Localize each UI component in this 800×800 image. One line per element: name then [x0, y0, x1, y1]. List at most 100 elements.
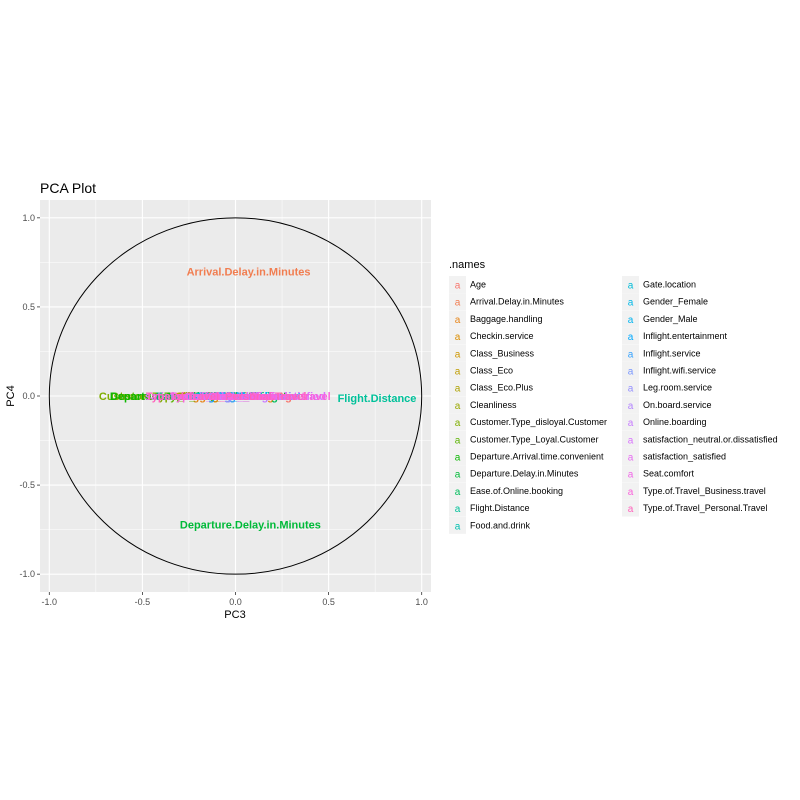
legend-key-bg: [622, 362, 639, 379]
point-label: Checkin.service: [175, 391, 259, 403]
point-label: Inflight.service: [210, 391, 288, 403]
legend-label: Gender_Male: [643, 314, 698, 324]
y-tick-label: 0.0: [22, 391, 35, 401]
legend-key-bg: [622, 310, 639, 328]
point-label: Type.of.Travel_Business.travel: [170, 391, 331, 403]
point-label: Gender_Female: [194, 391, 277, 403]
legend-key-bg: [449, 379, 466, 397]
point-label: Flight.Distance: [338, 393, 417, 405]
chart-title: PCA Plot: [40, 180, 96, 196]
legend-label: Inflight.entertainment: [643, 331, 728, 341]
point-label: Seat.comfort: [207, 391, 275, 403]
legend-label: Gender_Female: [643, 297, 708, 307]
point-label: Gate.location: [188, 391, 258, 403]
legend-key-bg: [449, 293, 466, 311]
legend-key-bg: [449, 465, 466, 483]
x-tick-label: 0.0: [229, 597, 242, 607]
legend-label: Class_Business: [470, 348, 535, 358]
legend-key-glyph: a: [628, 470, 634, 481]
legend-key-glyph: a: [628, 453, 634, 464]
y-tick-label: -0.5: [19, 480, 35, 490]
legend-key-bg: [622, 448, 639, 465]
legend-key-glyph: a: [455, 504, 461, 515]
legend-label: On.board.service: [643, 400, 712, 410]
point-label: satisfaction_satisfied: [176, 391, 288, 403]
legend-key-glyph: a: [628, 315, 634, 326]
point-label: Ease.of.Online.booking: [156, 391, 278, 403]
point-label: Online.boarding: [184, 391, 268, 403]
legend-key-bg: [622, 379, 639, 397]
legend-key-bg: [449, 396, 466, 414]
point-label: Inflight.wifi.service: [205, 391, 304, 403]
legend-key-glyph: a: [455, 315, 461, 326]
point-label: Baggage.handling: [179, 391, 274, 403]
legend-key-bg: [449, 413, 466, 431]
legend-label: Customer.Type_disloyal.Customer: [470, 417, 607, 427]
point-label: Class_Eco: [185, 391, 241, 403]
legend-key-bg: [449, 516, 466, 534]
legend-key-glyph: a: [628, 384, 634, 395]
legend-key-glyph: a: [455, 418, 461, 429]
legend-key-glyph: a: [628, 298, 634, 309]
point-label: Arrival.Delay.in.Minutes: [187, 266, 311, 278]
legend-key-glyph: a: [628, 418, 634, 429]
legend-key-bg: [622, 276, 639, 293]
legend-label: satisfaction_satisfied: [643, 452, 726, 462]
legend-key-bg: [622, 293, 639, 311]
legend-key-glyph: a: [455, 367, 461, 378]
legend-label: Baggage.handling: [470, 314, 543, 324]
legend-key-bg: [622, 482, 639, 500]
legend-key-glyph: a: [628, 504, 634, 515]
x-axis-ticks: -1.0 -0.5 0.0 0.5 1.0: [42, 592, 428, 607]
legend-key-bg: [449, 344, 466, 362]
legend-key-glyph: a: [455, 281, 461, 292]
point-label: Gender_Male: [205, 391, 274, 403]
point-label: Leg.room.service: [212, 391, 303, 403]
legend-key-glyph: a: [628, 367, 634, 378]
point-label: Customer.Type_Loyal.Customer: [111, 391, 280, 403]
legend-label: Flight.Distance: [470, 503, 530, 513]
legend-label: Inflight.service: [643, 348, 701, 358]
legend-key-glyph: a: [455, 453, 461, 464]
legend: a Age a Arrival.Delay.in.Minutes a Baggage.ha…: [449, 276, 778, 534]
legend-label: Cleanliness: [470, 400, 517, 410]
legend-label: Gate.location: [643, 280, 696, 290]
legend-key-glyph: a: [455, 470, 461, 481]
legend-key-bg: [449, 327, 466, 345]
legend-key-glyph: a: [628, 349, 634, 360]
legend-label: Online.boarding: [643, 417, 707, 427]
legend-key-glyph: a: [455, 521, 461, 532]
point-label: Departure.Delay.in.Minutes: [180, 519, 321, 531]
legend-key-bg: [449, 276, 466, 293]
legend-key-glyph: a: [455, 435, 461, 446]
legend-label: Age: [470, 280, 486, 290]
legend-key-bg: [622, 430, 639, 448]
legend-key-bg: [449, 430, 466, 448]
legend-label: Leg.room.service: [643, 383, 712, 393]
y-tick-label: -1.0: [19, 569, 35, 579]
point-label: Customer.Type_disloyal.Customer: [99, 391, 280, 403]
legend-label: Type.of.Travel_Business.travel: [643, 486, 766, 496]
legend-label: satisfaction_neutral.or.dissatisfied: [643, 434, 778, 444]
legend-label: Food.and.drink: [470, 520, 531, 530]
legend-key-bg: [622, 413, 639, 431]
y-tick-label: 1.0: [22, 213, 35, 223]
legend-key-glyph: a: [455, 332, 461, 343]
legend-key-bg: [449, 482, 466, 500]
legend-key-bg: [449, 362, 466, 379]
point-label: On.board.service: [209, 391, 299, 403]
legend-label: Seat.comfort: [643, 469, 695, 479]
legend-label: Type.of.Travel_Personal.Travel: [643, 503, 767, 513]
legend-label: Arrival.Delay.in.Minutes: [470, 297, 564, 307]
legend-key-glyph: a: [628, 332, 634, 343]
legend-key-bg: [622, 465, 639, 483]
y-tick-label: 0.5: [22, 302, 35, 312]
legend-key-glyph: a: [455, 487, 461, 498]
point-label: satisfaction_neutral.or.dissatisfied: [145, 391, 326, 403]
point-label: Age: [277, 391, 298, 403]
x-tick-label: -0.5: [135, 597, 151, 607]
x-tick-label: -1.0: [42, 597, 58, 607]
point-label: Class_Business: [197, 391, 281, 403]
legend-key-glyph: a: [628, 281, 634, 292]
